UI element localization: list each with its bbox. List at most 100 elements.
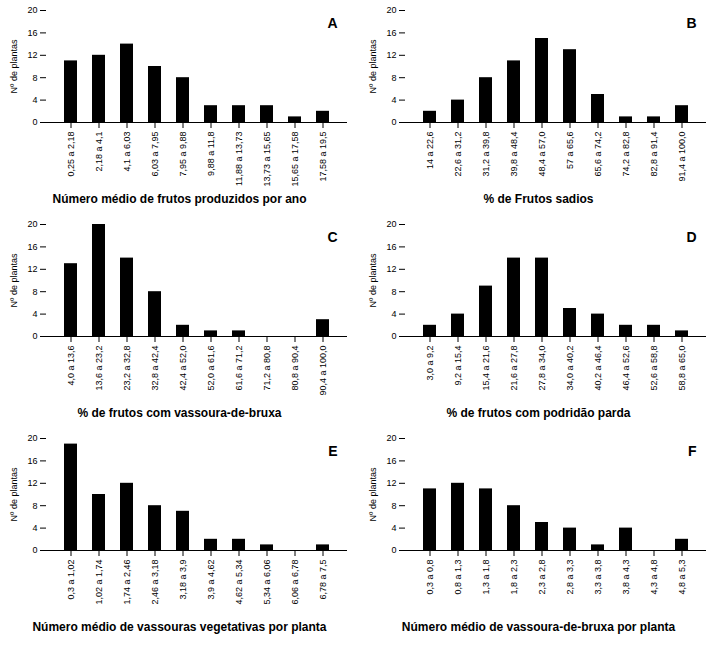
svg-text:20: 20: [386, 219, 396, 229]
svg-text:1,02 a 1,74: 1,02 a 1,74: [94, 560, 104, 605]
svg-text:12: 12: [386, 264, 396, 274]
svg-text:31,2 a 39,8: 31,2 a 39,8: [481, 132, 491, 177]
svg-text:46,4 a 52,6: 46,4 a 52,6: [621, 346, 631, 391]
svg-text:91,4 a 100,0: 91,4 a 100,0: [677, 132, 687, 182]
svg-text:5,34 a 6,06: 5,34 a 6,06: [262, 560, 272, 605]
svg-text:13,73 a 15,65: 13,73 a 15,65: [262, 132, 272, 187]
svg-text:74,2 a 82,8: 74,2 a 82,8: [621, 132, 631, 177]
svg-text:6,06 a 6,78: 6,06 a 6,78: [290, 560, 300, 605]
svg-text:F: F: [688, 443, 697, 459]
svg-text:0: 0: [391, 545, 396, 555]
svg-text:9,2 a 15,4: 9,2 a 15,4: [453, 346, 463, 386]
svg-text:1,8 a 2,3: 1,8 a 2,3: [509, 560, 519, 595]
svg-text:12: 12: [27, 478, 37, 488]
svg-text:90,4 a 100,0: 90,4 a 100,0: [318, 346, 328, 396]
svg-text:0,3 a 0,8: 0,3 a 0,8: [425, 560, 435, 595]
svg-text:32,8 a 42,4: 32,8 a 42,4: [150, 346, 160, 391]
svg-text:Nº de plantas: Nº de plantas: [9, 467, 19, 521]
svg-text:16: 16: [386, 242, 396, 252]
svg-text:3,8 a 4,3: 3,8 a 4,3: [621, 560, 631, 595]
svg-text:16: 16: [386, 28, 396, 38]
svg-text:6,78 a 7,5: 6,78 a 7,5: [318, 560, 328, 600]
svg-text:8: 8: [32, 73, 37, 83]
svg-text:1,3 a 1,8: 1,3 a 1,8: [481, 560, 491, 595]
svg-text:Nº de plantas: Nº de plantas: [368, 39, 378, 93]
svg-text:20: 20: [386, 433, 396, 443]
svg-text:3,18 a 3,9: 3,18 a 3,9: [178, 560, 188, 600]
svg-text:8: 8: [32, 287, 37, 297]
svg-text:0: 0: [32, 331, 37, 341]
svg-text:9,88 a 11,8: 9,88 a 11,8: [206, 132, 216, 176]
svg-text:C: C: [327, 229, 337, 245]
svg-text:E: E: [328, 443, 337, 459]
svg-text:0: 0: [391, 331, 396, 341]
svg-text:23,2 a 32,8: 23,2 a 32,8: [122, 346, 132, 391]
svg-text:13,6 a 23,2: 13,6 a 23,2: [94, 346, 104, 391]
svg-text:16: 16: [27, 242, 37, 252]
svg-text:2,8 a 3,3: 2,8 a 3,3: [565, 560, 575, 595]
svg-text:7,95 a 9,88: 7,95 a 9,88: [178, 132, 188, 177]
svg-text:82,8 a 91,4: 82,8 a 91,4: [649, 132, 659, 177]
svg-text:12: 12: [27, 264, 37, 274]
svg-text:8: 8: [391, 501, 396, 511]
svg-text:4,8 a 5,3: 4,8 a 5,3: [677, 560, 687, 595]
svg-text:27,8 a 34,0: 27,8 a 34,0: [537, 346, 547, 391]
svg-text:20: 20: [386, 5, 396, 15]
svg-text:A: A: [327, 15, 337, 31]
svg-text:61,6 a 71,2: 61,6 a 71,2: [234, 346, 244, 391]
svg-text:16: 16: [27, 456, 37, 466]
svg-text:3,0 a 9,2: 3,0 a 9,2: [425, 346, 435, 381]
svg-text:39,8 a 48,4: 39,8 a 48,4: [509, 132, 519, 177]
svg-text:16: 16: [386, 456, 396, 466]
svg-text:48,4 a 57,0: 48,4 a 57,0: [537, 132, 547, 177]
svg-text:4: 4: [32, 95, 37, 105]
svg-text:D: D: [686, 229, 696, 245]
svg-text:3,9 a 4,62: 3,9 a 4,62: [206, 560, 216, 600]
svg-text:15,4 a 21,6: 15,4 a 21,6: [481, 346, 491, 391]
svg-text:2,3 a 2,8: 2,3 a 2,8: [537, 560, 547, 595]
svg-text:2,18 a 4,1: 2,18 a 4,1: [94, 132, 104, 172]
svg-text:Nº de plantas: Nº de plantas: [9, 253, 19, 307]
svg-text:8: 8: [32, 501, 37, 511]
svg-text:52,0 a 61,6: 52,0 a 61,6: [206, 346, 216, 391]
svg-text:17,58 a 19,5: 17,58 a 19,5: [318, 132, 328, 182]
svg-text:71,2 a 80,8: 71,2 a 80,8: [262, 346, 272, 391]
svg-text:0,25 a 2,18: 0,25 a 2,18: [66, 132, 76, 177]
svg-text:6,03 a 7,95: 6,03 a 7,95: [150, 132, 160, 177]
svg-text:4,1 a 6,03: 4,1 a 6,03: [122, 132, 132, 172]
svg-text:4: 4: [32, 309, 37, 319]
svg-text:4,62 a 5,34: 4,62 a 5,34: [234, 560, 244, 605]
svg-text:4,3 a 4,8: 4,3 a 4,8: [649, 560, 659, 595]
svg-text:8: 8: [391, 73, 396, 83]
svg-text:4: 4: [32, 523, 37, 533]
svg-text:65,6 a 74,2: 65,6 a 74,2: [593, 132, 603, 177]
svg-text:4,0 a 13,6: 4,0 a 13,6: [66, 346, 76, 386]
svg-text:58,8 a 65,0: 58,8 a 65,0: [677, 346, 687, 391]
svg-text:14 a 22,6: 14 a 22,6: [425, 132, 435, 170]
svg-text:8: 8: [391, 287, 396, 297]
svg-text:12: 12: [27, 50, 37, 60]
svg-text:B: B: [686, 15, 696, 31]
svg-text:80,8 a 90,4: 80,8 a 90,4: [290, 346, 300, 391]
svg-text:22,6 a 31,2: 22,6 a 31,2: [453, 132, 463, 177]
svg-text:0,8 a 1,3: 0,8 a 1,3: [453, 560, 463, 595]
svg-text:20: 20: [27, 219, 37, 229]
svg-text:34,0 a 40,2: 34,0 a 40,2: [565, 346, 575, 391]
svg-text:12: 12: [386, 50, 396, 60]
svg-text:15,65 a 17,58: 15,65 a 17,58: [290, 132, 300, 187]
svg-text:4: 4: [391, 309, 396, 319]
svg-text:20: 20: [27, 5, 37, 15]
svg-text:21,6 a 27,8: 21,6 a 27,8: [509, 346, 519, 391]
svg-text:0,3 a 1,02: 0,3 a 1,02: [66, 560, 76, 600]
svg-text:11,88 a 13,73: 11,88 a 13,73: [234, 132, 244, 186]
svg-text:Nº de plantas: Nº de plantas: [368, 467, 378, 521]
svg-text:40,2 a 46,4: 40,2 a 46,4: [593, 346, 603, 391]
svg-text:16: 16: [27, 28, 37, 38]
svg-text:0: 0: [32, 117, 37, 127]
svg-text:12: 12: [386, 478, 396, 488]
svg-text:0: 0: [391, 117, 396, 127]
svg-text:2,46 a 3,18: 2,46 a 3,18: [150, 560, 160, 605]
svg-text:Nº de plantas: Nº de plantas: [9, 39, 19, 93]
svg-text:3,3 a 3,8: 3,3 a 3,8: [593, 560, 603, 595]
svg-text:4: 4: [391, 95, 396, 105]
